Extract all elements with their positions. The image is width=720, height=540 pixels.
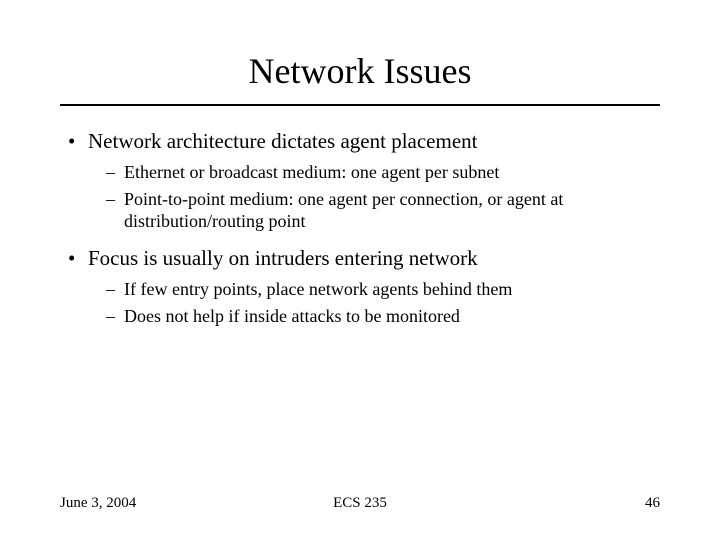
slide: Network Issues Network architecture dict… bbox=[0, 0, 720, 540]
slide-title: Network Issues bbox=[60, 50, 660, 92]
bullet-level2: Ethernet or broadcast medium: one agent … bbox=[124, 161, 660, 184]
footer-date: June 3, 2004 bbox=[60, 495, 136, 512]
slide-content: Network architecture dictates agent plac… bbox=[60, 128, 660, 327]
slide-footer: June 3, 2004 ECS 235 46 bbox=[60, 495, 660, 512]
bullet-level1: Network architecture dictates agent plac… bbox=[88, 128, 660, 155]
footer-course: ECS 235 bbox=[333, 495, 387, 512]
bullet-level2: If few entry points, place network agent… bbox=[124, 278, 660, 301]
bullet-level2: Point-to-point medium: one agent per con… bbox=[124, 188, 660, 233]
bullet-level1: Focus is usually on intruders entering n… bbox=[88, 245, 660, 272]
bullet-level2: Does not help if inside attacks to be mo… bbox=[124, 305, 660, 328]
footer-page: 46 bbox=[645, 495, 660, 512]
title-rule bbox=[60, 104, 660, 106]
